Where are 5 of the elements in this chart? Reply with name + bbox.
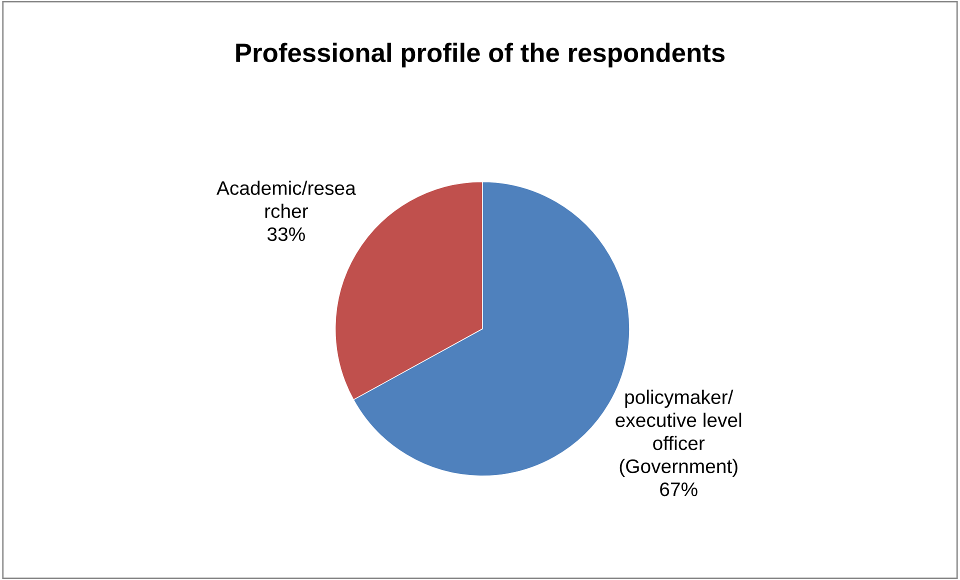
data-label: 33% <box>267 227 305 242</box>
slice-label: policymaker/ executive level officer (Government) <box>616 390 742 478</box>
chart-title: Professional profile of the respondents <box>236 42 725 68</box>
data-label: 67% <box>660 482 698 496</box>
slice-label: Academic/resea rcher <box>216 180 356 218</box>
